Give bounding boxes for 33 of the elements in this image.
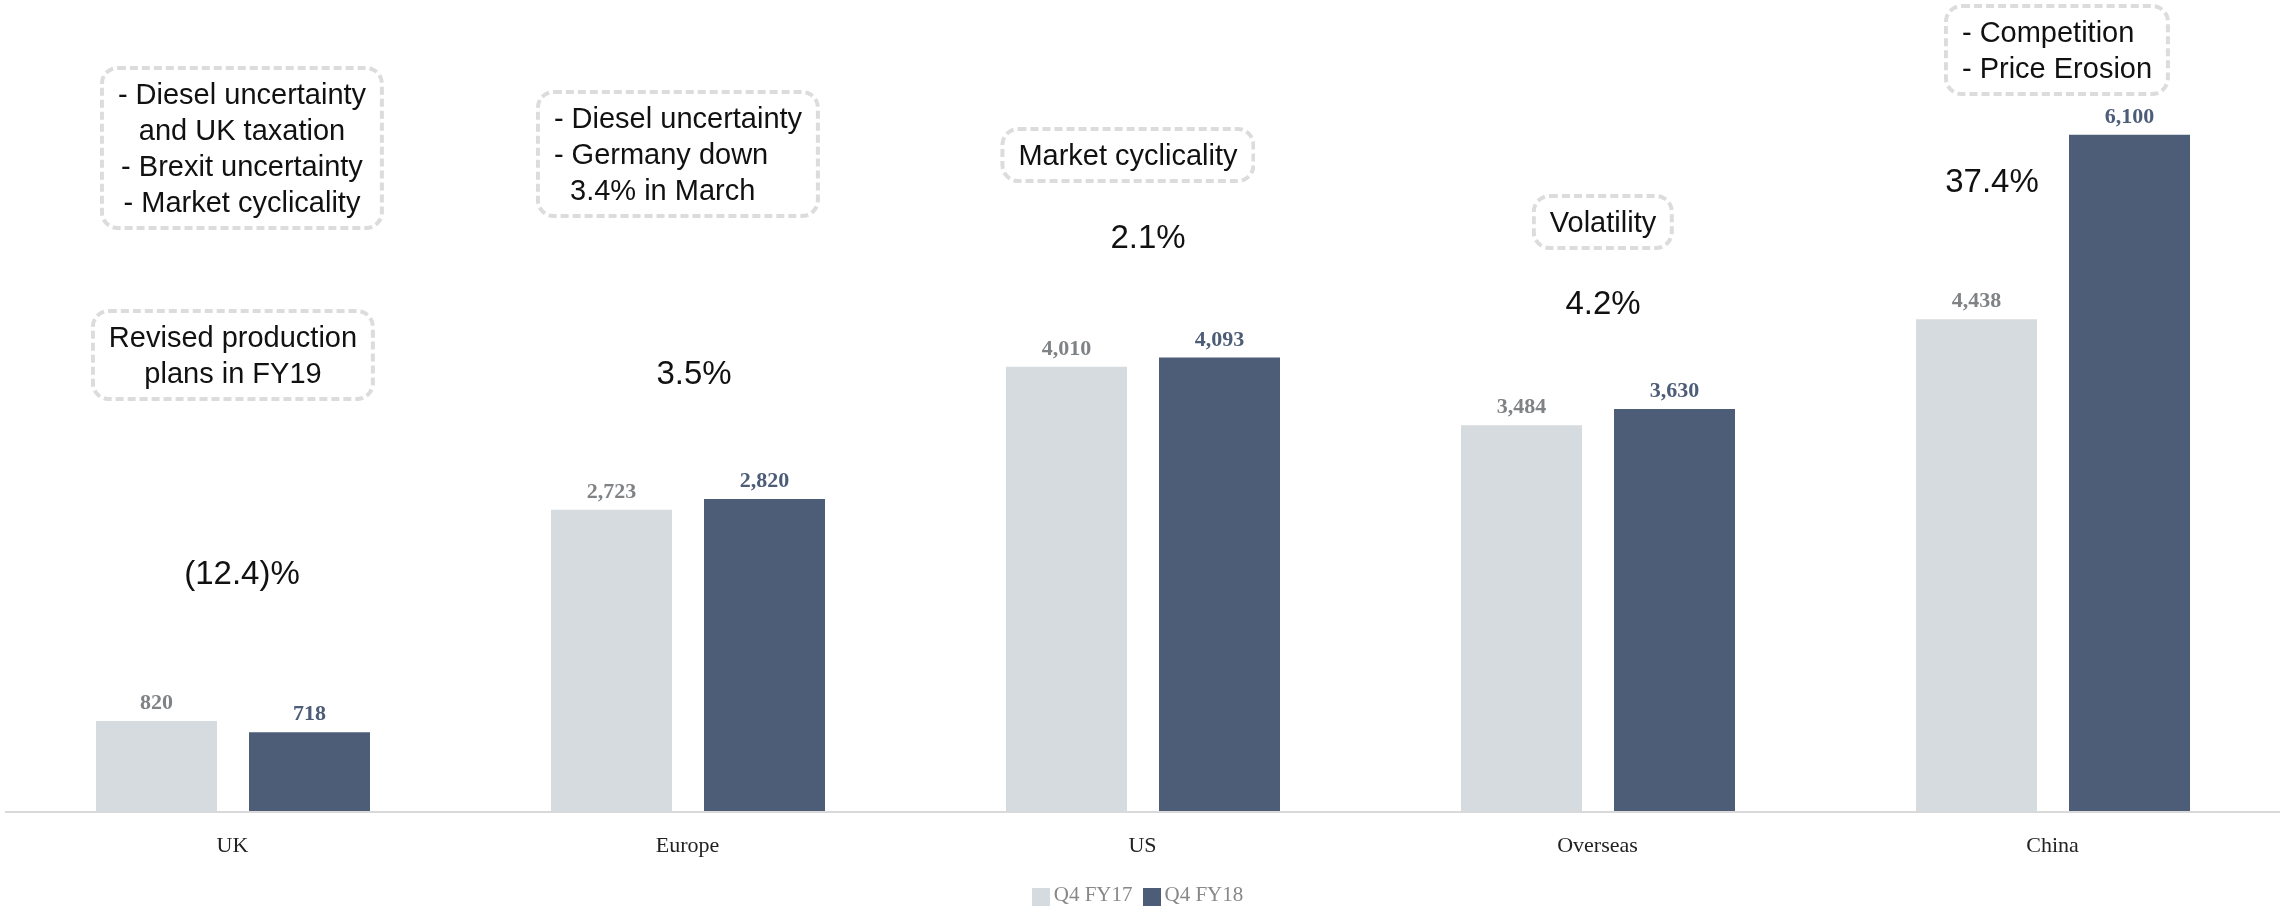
annotation: Revised production plans in FY19	[90, 309, 376, 401]
annotation: 4.2%	[1565, 284, 1641, 321]
data-label: 6,100	[2104, 102, 2155, 128]
data-label: 4,093	[1194, 325, 1245, 351]
data-label: 4,010	[1041, 334, 1092, 360]
data-label: 4,438	[1951, 287, 2002, 313]
annotation: 37.4%	[1945, 162, 2039, 199]
x-tick-label: Overseas	[1557, 831, 1638, 857]
annotation: 2.1%	[1110, 218, 1186, 255]
annotation: - Diesel uncertainty - Germany down 3.4% in March	[535, 90, 821, 218]
bar	[249, 732, 370, 812]
annotation: (12.4)%	[184, 554, 300, 591]
text: - Competition - Price Erosion	[1943, 4, 2171, 96]
bar	[1159, 357, 1280, 812]
bar	[1614, 408, 1735, 812]
annotation: Market cyclicality	[1000, 127, 1256, 183]
bar	[2069, 134, 2190, 812]
legend-label: Q4 FY18	[1164, 882, 1244, 906]
x-tick-label: Europe	[655, 831, 720, 857]
data-label: 2,723	[586, 477, 637, 503]
annotation: - Diesel uncertainty and UK taxation - Brexit uncertainty - Market cyclicality	[99, 66, 385, 230]
x-tick-label: China	[2026, 831, 2079, 857]
legend-label: Q4 FY17	[1053, 882, 1133, 906]
data-label: 3,630	[1649, 376, 1700, 402]
data-label: 718	[293, 700, 326, 726]
bar	[704, 498, 825, 812]
data-label: 2,820	[739, 466, 790, 492]
x-tick-label: UK	[216, 831, 249, 857]
data-label: 3,484	[1496, 393, 1547, 419]
data-label: 820	[140, 688, 173, 714]
annotation: 3.5%	[656, 354, 732, 391]
x-tick-label: US	[1128, 831, 1157, 857]
annotation: Volatility	[1531, 194, 1675, 250]
